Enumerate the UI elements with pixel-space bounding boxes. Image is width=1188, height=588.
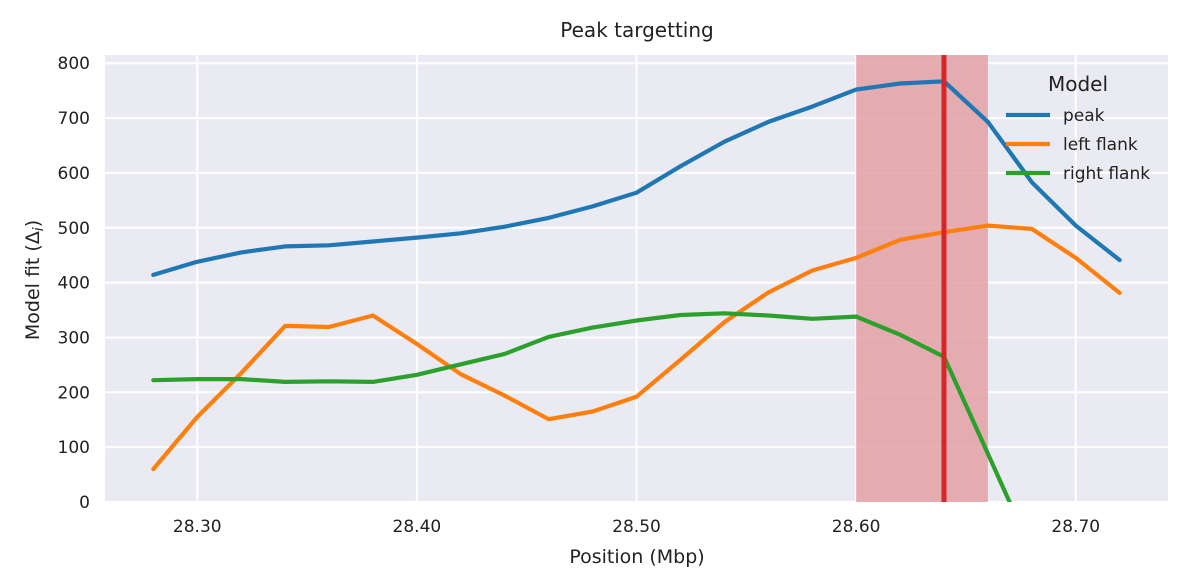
series-line-left-flank [151, 223, 1122, 472]
y-tick-label: 100 [58, 438, 90, 458]
x-tick-label: 28.50 [612, 517, 661, 537]
legend: Model peak left flank right flank [1006, 72, 1150, 184]
legend-label: left flank [1063, 135, 1138, 155]
y-tick-label: 400 [58, 274, 90, 294]
chart-title: Peak targetting [560, 18, 713, 42]
y-tick-label: 200 [58, 383, 90, 403]
series-line-peak [151, 79, 1122, 277]
legend-items: peak left flank right flank [1006, 106, 1150, 184]
legend-title: Model [1048, 72, 1108, 96]
y-tick-label: 600 [58, 164, 90, 184]
x-axis-label: Position (Mbp) [569, 546, 704, 568]
y-tick-label: 800 [58, 54, 90, 74]
y-tick-label: 500 [58, 219, 90, 239]
series-lines [151, 79, 1122, 502]
series-line-right-flank [151, 311, 1012, 502]
x-tick-label: 28.60 [832, 517, 881, 537]
y-tick-label: 300 [58, 328, 90, 348]
grid-lines [105, 55, 1168, 503]
y-axis-ticks: 0 100 200 300 400 500 600 700 800 [58, 54, 90, 513]
highlight-span [856, 55, 988, 502]
x-tick-label: 28.70 [1051, 517, 1100, 537]
plot-area [105, 55, 1168, 503]
y-axis-label: Model fit (Δi) [22, 220, 47, 340]
legend-label: right flank [1063, 164, 1150, 184]
y-axis-label-close: ) [22, 220, 44, 227]
legend-label: peak [1063, 106, 1105, 126]
x-axis-ticks: 28.30 28.40 28.50 28.60 28.70 [173, 517, 1100, 537]
x-tick-label: 28.30 [173, 517, 222, 537]
x-tick-label: 28.40 [393, 517, 442, 537]
y-tick-label: 0 [79, 493, 90, 513]
y-tick-label: 700 [58, 109, 90, 129]
y-axis-label-subscript: i [31, 227, 47, 231]
y-axis-label-main: Model fit (Δ [22, 231, 44, 340]
